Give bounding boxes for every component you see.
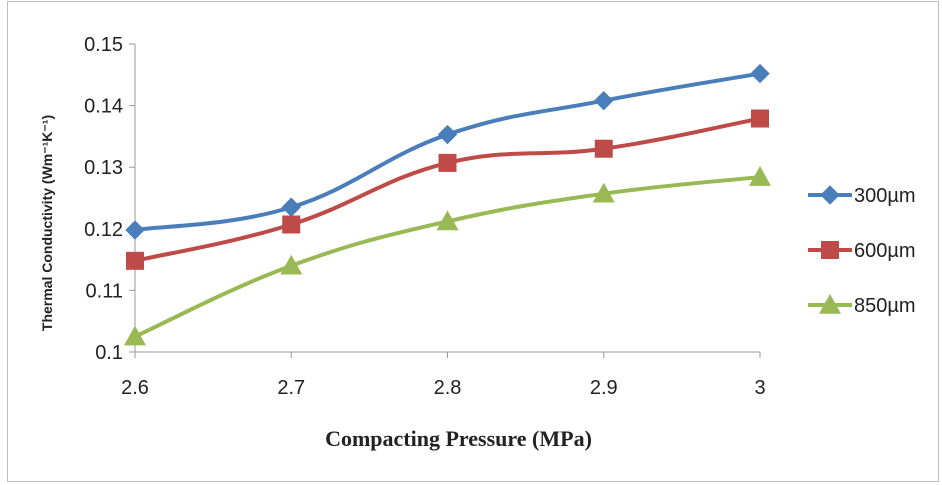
legend-item: 850µm: [808, 294, 916, 317]
y-tick-label: 0.15: [84, 34, 123, 56]
series-1: [126, 109, 769, 270]
y-tick-label: 0.1: [95, 342, 123, 364]
data-point: [282, 215, 301, 234]
y-axis-label: Thermal Conductivity (Wm⁻¹K⁻¹): [39, 115, 55, 331]
data-point: [126, 251, 144, 270]
legend: 300µm 600µm 850µm: [808, 185, 916, 317]
x-ticks: 2.6 2.7 2.8 2.9 3: [121, 352, 766, 399]
legend-label: 300µm: [854, 185, 916, 207]
legend-marker: [820, 185, 840, 205]
series-line: [134, 175, 761, 339]
data-point: [594, 90, 614, 111]
legend-label: 600µm: [854, 240, 916, 262]
data-point: [592, 182, 615, 203]
data-point: [436, 210, 459, 231]
data-point: [751, 109, 769, 128]
series-2: [124, 166, 771, 346]
x-tick-label: 3: [754, 377, 765, 399]
chart-frame: 0.1 0.11 0.12 0.13 0.14 0.15 2.6 2.7 2.8 2.9 3 Co…: [7, 1, 939, 482]
data-point: [124, 325, 146, 346]
data-point: [280, 254, 303, 275]
data-point: [750, 63, 770, 84]
x-tick-label: 2.8: [434, 377, 462, 399]
y-ticks: 0.1 0.11 0.12 0.13 0.14 0.15: [84, 34, 135, 364]
line-chart: 0.1 0.11 0.12 0.13 0.14 0.15 2.6 2.7 2.8 2.9 3 Co…: [39, 34, 916, 451]
legend-item: 600µm: [808, 240, 916, 262]
series-layer: [124, 63, 771, 346]
y-tick-label: 0.13: [84, 157, 123, 179]
data-point: [437, 124, 458, 145]
x-axis-label: Compacting Pressure (MPa): [325, 426, 592, 451]
legend-marker: [821, 241, 839, 259]
data-point: [125, 220, 145, 240]
series-line: [134, 71, 761, 233]
x-tick-label: 2.9: [590, 377, 618, 399]
x-tick-label: 2.6: [121, 377, 149, 399]
data-point: [281, 197, 301, 217]
legend-label: 850µm: [854, 295, 916, 317]
y-tick-label: 0.12: [84, 219, 123, 241]
y-tick-label: 0.11: [86, 280, 123, 302]
data-point: [594, 139, 613, 158]
legend-marker: [819, 294, 841, 314]
data-point: [438, 153, 457, 172]
data-point: [749, 166, 771, 186]
legend-item: 300µm: [808, 185, 916, 207]
x-tick-label: 2.7: [277, 377, 305, 399]
series-0: [125, 63, 770, 240]
y-tick-label: 0.14: [84, 96, 123, 118]
